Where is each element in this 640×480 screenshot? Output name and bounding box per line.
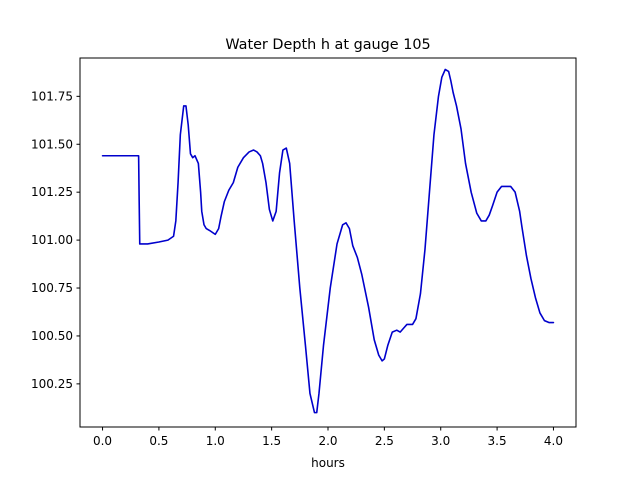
y-axis-ticks: 100.25 100.50 100.75 101.00 101.25 101.50 101.…	[31, 89, 80, 391]
y-tick-label: 101.50	[31, 137, 73, 151]
x-tick-label: 0.0	[93, 434, 112, 448]
y-tick-label: 100.25	[31, 377, 73, 391]
x-axis-ticks: 0.0 0.5 1.0 1.5 2.0 2.5 3.0 3.5 4.0	[93, 427, 563, 448]
x-tick-label: 3.0	[431, 434, 450, 448]
y-tick-label: 101.25	[31, 185, 73, 199]
x-tick-label: 4.0	[544, 434, 563, 448]
x-tick-label: 1.5	[262, 434, 281, 448]
x-tick-label: 2.5	[375, 434, 394, 448]
series-layer	[101, 68, 555, 414]
x-tick-label: 3.5	[488, 434, 507, 448]
y-tick-label: 100.50	[31, 329, 73, 343]
x-axis-label: hours	[311, 456, 345, 470]
x-tick-label: 1.0	[206, 434, 225, 448]
x-tick-label: 2.0	[318, 434, 337, 448]
x-tick-label: 0.5	[149, 434, 168, 448]
y-tick-label: 101.75	[31, 89, 73, 103]
y-tick-label: 101.00	[31, 233, 73, 247]
series-line-0	[101, 68, 555, 414]
chart-title: Water Depth h at gauge 105	[225, 37, 430, 53]
y-tick-label: 100.75	[31, 281, 73, 295]
